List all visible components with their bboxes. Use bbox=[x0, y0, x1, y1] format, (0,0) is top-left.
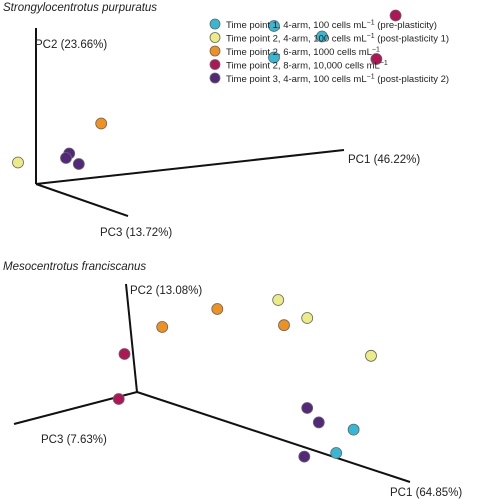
legend-marker-tp2-4arm-100 bbox=[209, 32, 221, 43]
pc1-label-franciscanus: PC1 (64.85%) bbox=[390, 487, 462, 499]
scatter-point-tp2-8arm-10000 bbox=[118, 348, 131, 360]
scatter-point-tp2-8arm-10000 bbox=[370, 53, 383, 65]
panel-franciscanus: Mesocentrotus franciscanus PC2 (13.08%) … bbox=[3, 261, 462, 499]
scatter-point-tp1-4arm-100 bbox=[347, 423, 360, 436]
legend-marker-tp2-8arm-10000 bbox=[209, 59, 221, 70]
legend-marker-tp1-4arm-100 bbox=[209, 18, 221, 30]
legend-entry: Time point 2, 4-arm, 100 cells mL−1 (pos… bbox=[226, 33, 449, 45]
legend-entry: Time point 2, 8-arm, 10,000 cells mL−1 bbox=[226, 60, 388, 72]
pc3-axis-purpuratus bbox=[35, 183, 129, 217]
scatter-point-tp3-4arm-100 bbox=[301, 402, 314, 414]
pc1-label-purpuratus: PC1 (46.22%) bbox=[348, 154, 420, 166]
scatter-point-tp3-4arm-100 bbox=[72, 158, 85, 170]
points-franciscanus bbox=[112, 294, 377, 463]
scatter-point-tp1-4arm-100 bbox=[316, 30, 328, 43]
scatter-point-tp2-4arm-100 bbox=[272, 294, 285, 306]
pc2-axis-franciscanus bbox=[125, 283, 138, 393]
legend-entry: Time point 3, 4-arm, 100 cells mL−1 (pos… bbox=[226, 74, 449, 86]
scatter-point-tp1-4arm-100 bbox=[330, 447, 343, 459]
scatter-point-tp2-6arm-1000 bbox=[278, 319, 290, 332]
panel-purpuratus: Strongylocentrotus purpuratus PC2 (23.66… bbox=[3, 2, 420, 239]
scatter-point-tp3-4arm-100 bbox=[312, 416, 325, 429]
pc1-axis-franciscanus bbox=[136, 391, 411, 483]
scatter-point-tp1-4arm-100 bbox=[268, 20, 280, 32]
scatter-point-tp2-4arm-100 bbox=[365, 349, 377, 362]
pc3-label-purpuratus: PC3 (13.72%) bbox=[100, 227, 172, 239]
legend-entry: Time point 1, 4-arm, 100 cells mL−1 (pre… bbox=[226, 20, 437, 32]
scatter-point-tp3-4arm-100 bbox=[298, 450, 311, 463]
scatter-point-tp1-4arm-100 bbox=[268, 51, 280, 64]
pc2-label-franciscanus: PC2 (13.08%) bbox=[130, 285, 202, 297]
legend-entry: Time point 2, 6-arm, 1000 cells mL−1 bbox=[226, 47, 380, 59]
legend-marker-tp2-6arm-1000 bbox=[209, 45, 221, 57]
scatter-point-tp2-8arm-10000 bbox=[112, 393, 125, 405]
panel-title-franciscanus: Mesocentrotus franciscanus bbox=[3, 261, 146, 273]
scatter-point-tp2-6arm-1000 bbox=[211, 303, 224, 315]
scatter-point-tp2-6arm-1000 bbox=[95, 117, 108, 130]
panel-title-purpuratus: Strongylocentrotus purpuratus bbox=[3, 2, 157, 14]
pc2-label-purpuratus: PC2 (23.66%) bbox=[35, 39, 107, 51]
scatter-point-tp2-4arm-100 bbox=[301, 312, 314, 324]
scatter-point-tp2-4arm-100 bbox=[12, 156, 24, 169]
legend: Time point 1, 4-arm, 100 cells mL−1 (pre… bbox=[209, 18, 449, 86]
scatter-point-tp2-8arm-10000 bbox=[389, 9, 402, 22]
legend-marker-tp3-4arm-100 bbox=[209, 72, 221, 84]
scatter-point-tp3-4arm-100 bbox=[60, 152, 72, 164]
points-purpuratus bbox=[12, 9, 402, 170]
pc1-axis-purpuratus bbox=[35, 149, 345, 185]
scatter-point-tp2-6arm-1000 bbox=[156, 321, 169, 333]
pc3-label-franciscanus: PC3 (7.63%) bbox=[41, 434, 107, 446]
